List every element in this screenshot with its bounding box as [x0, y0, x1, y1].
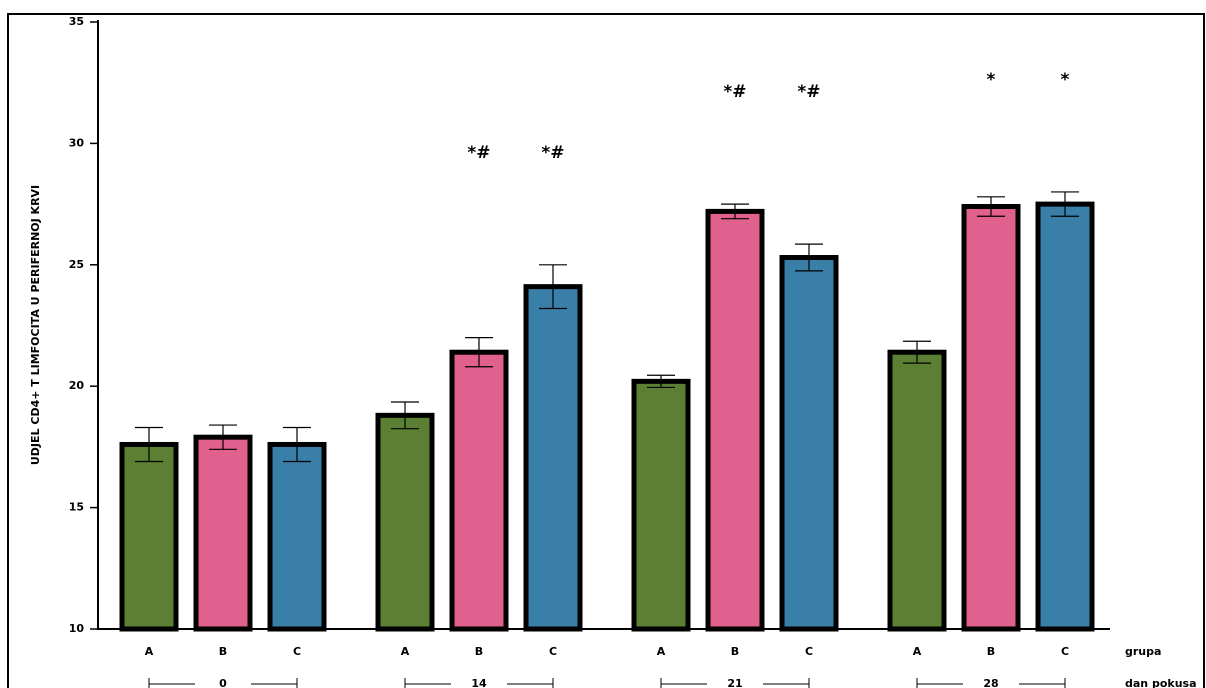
error-bar — [539, 264, 567, 310]
error-bar — [283, 426, 311, 463]
day-bracket — [916, 678, 1066, 688]
y-tick-label: 30 — [69, 136, 85, 149]
error-bar — [1051, 191, 1079, 217]
bar — [887, 349, 947, 632]
error-bar — [647, 374, 675, 389]
bar — [375, 412, 435, 632]
error-bar — [465, 337, 493, 368]
x-axis-label: dan pokusa — [1125, 677, 1197, 688]
error-bar — [903, 340, 931, 364]
x-tick-label: B — [731, 645, 739, 658]
bar — [779, 255, 839, 632]
x-tick-label: C — [805, 645, 813, 658]
bar — [267, 441, 327, 632]
x-tick-label: C — [1061, 645, 1069, 658]
y-tick-label: 25 — [69, 258, 84, 271]
x-tick-label: A — [913, 645, 922, 658]
x-tick-label: A — [145, 645, 154, 658]
bar — [961, 204, 1021, 632]
category-label: 28 — [983, 677, 998, 688]
annotation: *# — [797, 82, 820, 102]
annotation: * — [1061, 70, 1070, 90]
x-tick-label: A — [657, 645, 666, 658]
day-bracket — [404, 678, 554, 688]
x-tick-label: C — [293, 645, 301, 658]
y-axis-label: UDJEL CD4+ T LIMFOCITA U PERIFERNOJ KRVI — [29, 185, 42, 465]
frame — [7, 13, 1205, 688]
x-tick-label: A — [401, 645, 410, 658]
x-tick-label: B — [219, 645, 227, 658]
error-bar — [721, 203, 749, 220]
bar — [705, 208, 765, 632]
day-bracket — [148, 678, 298, 688]
x-tick-label: B — [987, 645, 995, 658]
x-tick-label: B — [475, 645, 483, 658]
bar — [1035, 201, 1095, 632]
annotation: *# — [723, 82, 746, 102]
x-axis-label: grupa — [1125, 645, 1161, 658]
x-tick-label: C — [549, 645, 557, 658]
bar — [193, 434, 253, 632]
annotation: * — [987, 70, 996, 90]
category-label: 14 — [471, 677, 487, 688]
bar — [631, 378, 691, 632]
bar — [523, 284, 583, 632]
annotation: *# — [541, 143, 564, 163]
y-tick-label: 20 — [69, 379, 85, 392]
category-label: 21 — [727, 677, 742, 688]
error-bar — [795, 243, 823, 272]
category-label: 0 — [219, 677, 227, 688]
error-bar — [209, 424, 237, 450]
annotation: *# — [467, 143, 490, 163]
error-bar — [135, 426, 163, 463]
bar — [119, 441, 179, 632]
error-bar — [977, 196, 1005, 217]
error-bar — [391, 401, 419, 430]
y-tick-label: 10 — [69, 622, 85, 635]
y-tick-label: 35 — [69, 15, 84, 28]
day-bracket — [660, 678, 810, 688]
y-tick-label: 15 — [69, 501, 84, 514]
bar — [449, 349, 509, 632]
